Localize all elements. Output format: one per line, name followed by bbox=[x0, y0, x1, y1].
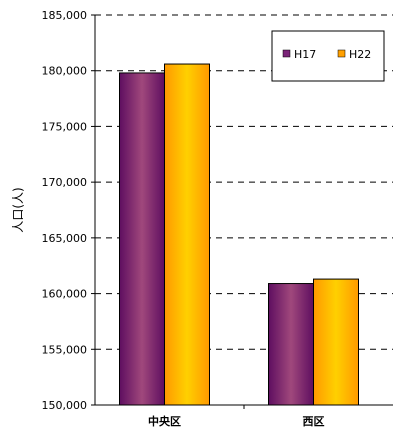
y-tick-label: 150,000 bbox=[42, 399, 88, 412]
bars bbox=[120, 64, 359, 405]
y-tick-label: 185,000 bbox=[42, 9, 88, 22]
y-axis-title: 人口(人) bbox=[11, 187, 25, 232]
bar-h17-0 bbox=[120, 73, 165, 405]
legend: H17 H22 bbox=[272, 31, 384, 81]
y-tick-label: 170,000 bbox=[42, 176, 88, 189]
legend-swatch-h17 bbox=[283, 50, 290, 57]
bar-h22-0 bbox=[165, 64, 210, 405]
x-category-labels: 中央区 西区 bbox=[148, 405, 325, 428]
legend-swatch-h22 bbox=[338, 50, 345, 57]
legend-label-h17: H17 bbox=[294, 48, 316, 61]
x-category-label: 西区 bbox=[303, 415, 325, 428]
bar-h22-1 bbox=[314, 279, 359, 405]
x-category-label: 中央区 bbox=[148, 414, 181, 428]
y-tick-label: 180,000 bbox=[42, 65, 88, 78]
y-tick-label: 165,000 bbox=[42, 232, 88, 245]
y-tick-label: 160,000 bbox=[42, 288, 88, 301]
y-tick-label: 175,000 bbox=[42, 120, 88, 133]
y-tick-labels: 150,000 155,000 160,000 165,000 170,000 175,0… bbox=[42, 9, 96, 412]
legend-label-h22: H22 bbox=[349, 48, 371, 61]
bar-h17-1 bbox=[269, 284, 314, 405]
y-tick-label: 155,000 bbox=[42, 343, 88, 356]
